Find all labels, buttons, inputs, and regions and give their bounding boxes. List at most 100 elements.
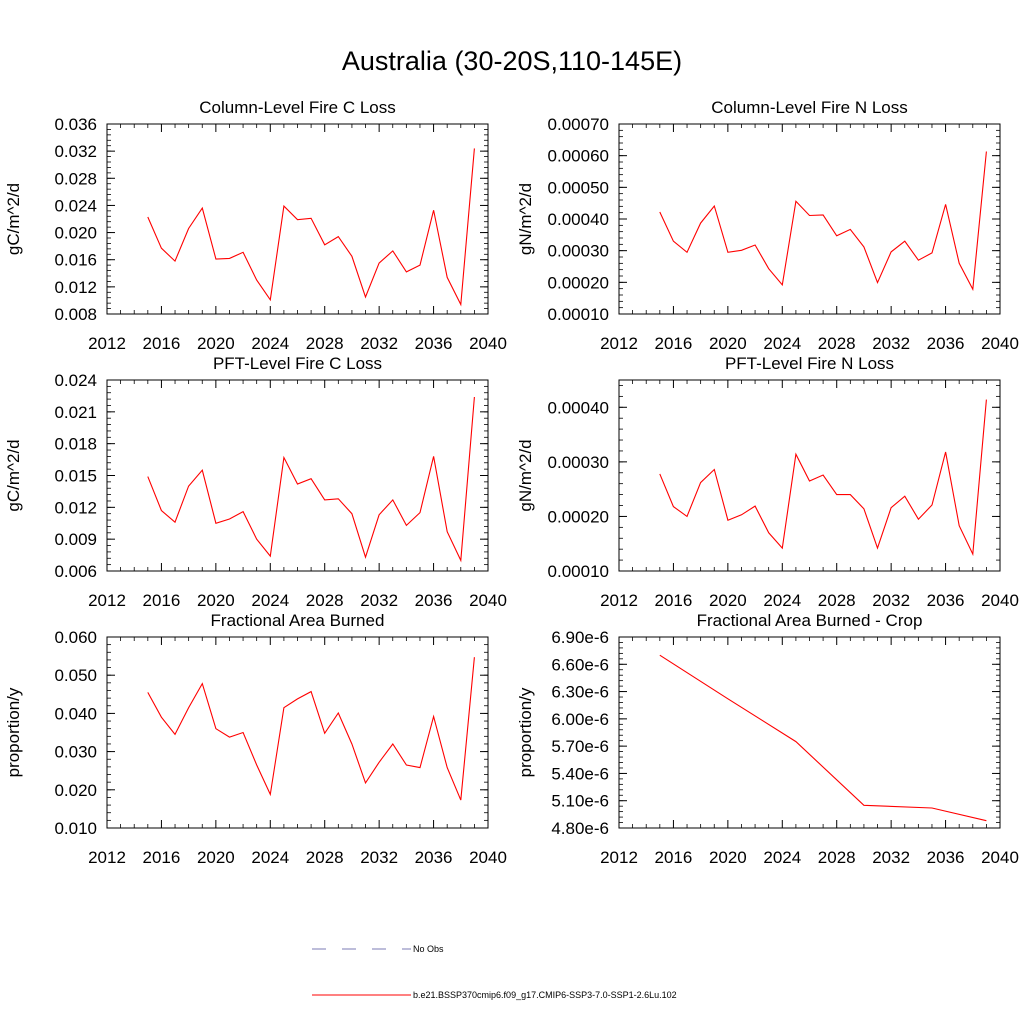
- y-tick-label: 0.00070: [548, 115, 609, 134]
- y-tick-label: 0.012: [54, 278, 97, 297]
- x-tick-label: 2032: [872, 591, 910, 610]
- x-tick-label: 2016: [655, 334, 693, 353]
- y-tick-label: 0.00020: [548, 507, 609, 526]
- x-tick-label: 2028: [306, 334, 344, 353]
- x-tick-label: 2032: [360, 848, 398, 867]
- y-tick-label: 0.050: [54, 666, 97, 685]
- x-tick-label: 2012: [88, 334, 126, 353]
- y-tick-label: 0.006: [54, 562, 97, 581]
- y-tick-label: 0.00040: [548, 398, 609, 417]
- chart-panel-2: 2012 2016 2020 2024 2028 2032 2036 2040 0.00010 0…: [516, 98, 1019, 353]
- x-tick-label: 2024: [251, 848, 289, 867]
- y-tick-label: 0.00030: [548, 242, 609, 261]
- chart-panel-1: 2012 2016 2020 2024 2028 2032 2036 2040 0.008 0.0…: [4, 98, 507, 353]
- y-tick-label: 6.90e-6: [551, 628, 609, 647]
- chart-panel-3: 2012 2016 2020 2024 2028 2032 2036 2040 0.006 0.0…: [4, 354, 507, 610]
- panel-title: Fractional Area Burned: [211, 611, 385, 630]
- x-tick-label: 2040: [469, 591, 507, 610]
- x-tick-label: 2040: [981, 848, 1019, 867]
- y-tick-label: 0.028: [54, 169, 97, 188]
- series-line: [659, 654, 987, 822]
- x-tick-label: 2036: [927, 334, 965, 353]
- plot-frame: [106, 379, 489, 572]
- x-tick-label: 2040: [469, 334, 507, 353]
- x-tick-label: 2028: [818, 334, 856, 353]
- y-tick-label: 0.010: [54, 819, 97, 838]
- panel-title: Fractional Area Burned - Crop: [697, 611, 923, 630]
- x-tick-label: 2032: [872, 334, 910, 353]
- chart-panel-5: 2012 2016 2020 2024 2028 2032 2036 2040 0.010 0.0…: [4, 611, 507, 867]
- x-tick-label: 2032: [872, 848, 910, 867]
- y-axis-label: gN/m^2/d: [516, 183, 535, 255]
- y-tick-label: 0.018: [54, 435, 97, 454]
- x-tick-label: 2016: [143, 591, 181, 610]
- x-tick-label: 2036: [415, 591, 453, 610]
- x-tick-label: 2024: [763, 591, 801, 610]
- y-axis-label: gN/m^2/d: [516, 439, 535, 511]
- series-line: [147, 657, 475, 801]
- y-tick-label: 0.015: [54, 467, 97, 486]
- series-line: [147, 148, 475, 307]
- y-tick-label: 0.030: [54, 743, 97, 762]
- y-tick-label: 0.020: [54, 224, 97, 243]
- x-tick-label: 2012: [600, 848, 638, 867]
- x-tick-label: 2016: [655, 591, 693, 610]
- chart-panel-6: 2012 2016 2020 2024 2028 2032 2036 2040 4.80e-6 5…: [516, 611, 1019, 867]
- x-tick-label: 2012: [88, 848, 126, 867]
- x-tick-label: 2020: [709, 848, 747, 867]
- x-tick-label: 2036: [927, 848, 965, 867]
- y-tick-label: 0.036: [54, 115, 97, 134]
- panel-title: PFT-Level Fire C Loss: [213, 354, 382, 373]
- y-tick-label: 6.00e-6: [551, 710, 609, 729]
- x-tick-label: 2036: [415, 334, 453, 353]
- x-tick-label: 2036: [927, 591, 965, 610]
- x-tick-label: 2012: [600, 334, 638, 353]
- y-tick-label: 0.024: [54, 371, 97, 390]
- x-tick-label: 2016: [143, 848, 181, 867]
- y-tick-label: 0.00020: [548, 273, 609, 292]
- y-tick-label: 6.60e-6: [551, 655, 609, 674]
- x-tick-label: 2024: [251, 591, 289, 610]
- y-tick-label: 5.10e-6: [551, 792, 609, 811]
- x-tick-label: 2028: [306, 591, 344, 610]
- page-title: Australia (30-20S,110-145E): [341, 46, 683, 76]
- y-tick-label: 0.024: [54, 196, 97, 215]
- y-axis-label: proportion/y: [4, 687, 23, 777]
- plot-frame: [618, 379, 1001, 572]
- legend-obs-label: No Obs: [413, 944, 444, 954]
- y-tick-label: 0.021: [54, 403, 97, 422]
- plot-frame: [618, 123, 1001, 315]
- x-tick-label: 2016: [655, 848, 693, 867]
- y-tick-label: 0.00050: [548, 178, 609, 197]
- y-tick-label: 5.40e-6: [551, 764, 609, 783]
- x-tick-label: 2028: [818, 591, 856, 610]
- x-tick-label: 2020: [197, 334, 235, 353]
- panel-title: Column-Level Fire N Loss: [711, 98, 908, 117]
- x-tick-label: 2040: [469, 848, 507, 867]
- y-tick-label: 0.060: [54, 628, 97, 647]
- y-tick-label: 0.00060: [548, 147, 609, 166]
- series-line: [147, 396, 475, 563]
- series-line: [659, 399, 987, 557]
- x-tick-label: 2032: [360, 591, 398, 610]
- y-tick-label: 0.00010: [548, 562, 609, 581]
- y-axis-label: gC/m^2/d: [4, 439, 23, 511]
- x-tick-label: 2036: [415, 848, 453, 867]
- y-tick-label: 0.00030: [548, 453, 609, 472]
- y-axis-label: proportion/y: [516, 687, 535, 777]
- x-tick-label: 2040: [981, 591, 1019, 610]
- y-tick-label: 6.30e-6: [551, 683, 609, 702]
- x-tick-label: 2040: [981, 334, 1019, 353]
- y-tick-label: 0.016: [54, 251, 97, 270]
- x-tick-label: 2024: [763, 848, 801, 867]
- y-tick-label: 0.020: [54, 781, 97, 800]
- y-tick-label: 0.00010: [548, 305, 609, 324]
- x-tick-label: 2028: [818, 848, 856, 867]
- x-tick-label: 2028: [306, 848, 344, 867]
- x-tick-label: 2020: [709, 591, 747, 610]
- y-tick-label: 0.008: [54, 305, 97, 324]
- y-tick-label: 0.032: [54, 142, 97, 161]
- x-tick-label: 2020: [709, 334, 747, 353]
- y-tick-label: 5.70e-6: [551, 737, 609, 756]
- x-tick-label: 2024: [763, 334, 801, 353]
